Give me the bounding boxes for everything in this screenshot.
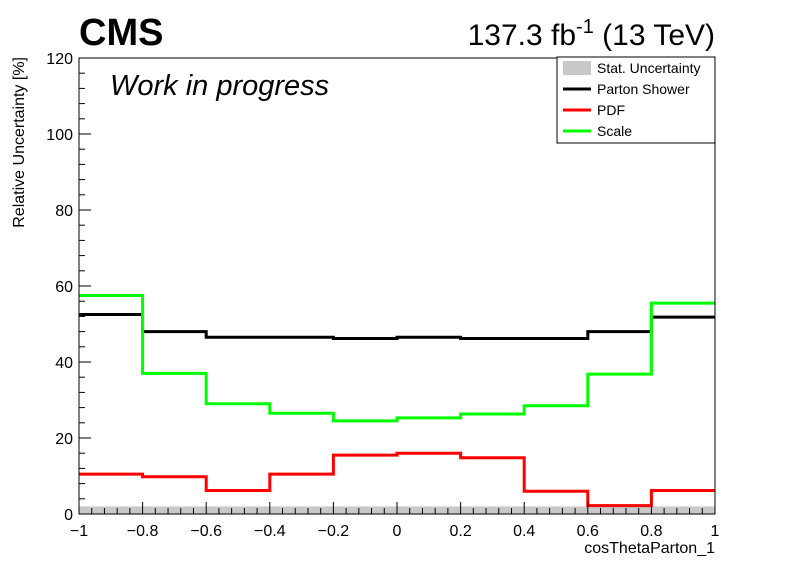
x-axis-title: cosThetaParton_1 xyxy=(584,540,715,557)
luminosity-label: 137.3 fb-1 (13 TeV) xyxy=(468,16,715,52)
legend-label-pdf: PDF xyxy=(597,102,625,118)
series-line-scale xyxy=(79,294,715,423)
plot-area: −1 −0.8 −0.6 −0.4 −0.2 0 0.2 0.4 0.6 0.8 1 0 20 40 60 8… xyxy=(46,51,719,540)
legend-swatch-stat-uncertainty xyxy=(563,61,591,75)
legend-label-stat-uncertainty: Stat. Uncertainty xyxy=(597,60,701,76)
y-tick-label: 120 xyxy=(46,51,73,68)
y-axis-title: Relative Uncertainty [%] xyxy=(11,57,28,228)
x-tick-label: −0.4 xyxy=(254,523,286,540)
y-tick-label: 60 xyxy=(55,279,73,296)
stat-uncertainty-band-bin xyxy=(460,506,525,514)
stat-uncertainty-band-bin xyxy=(333,506,397,514)
series-line-parton-shower xyxy=(79,313,715,340)
stat-uncertainty-band-bin xyxy=(524,506,588,514)
y-tick-label: 40 xyxy=(55,355,73,372)
stat-uncertainty-band-bin xyxy=(79,506,143,514)
stat-uncertainty-band-bin xyxy=(587,506,652,514)
legend: Stat. Uncertainty Parton Shower PDF Scale xyxy=(556,56,716,144)
x-tick-label: −1 xyxy=(70,523,88,540)
stat-uncertainty-band-bin xyxy=(651,506,715,514)
stat-uncertainty-band-bin xyxy=(269,506,334,514)
y-tick-label: 80 xyxy=(55,203,73,220)
x-tick-label: 0.4 xyxy=(513,523,535,540)
legend-label-parton-shower: Parton Shower xyxy=(597,81,690,97)
work-in-progress-label: Work in progress xyxy=(110,70,329,102)
stat-uncertainty-band-bin xyxy=(142,506,207,514)
x-tick-label: 0 xyxy=(393,523,402,540)
stat-uncertainty-band-bin xyxy=(206,506,270,514)
stat-uncertainty-band-bin xyxy=(397,506,461,514)
x-tick-label: 0.6 xyxy=(577,523,599,540)
series-line-pdf xyxy=(79,451,715,508)
y-tick-label: 20 xyxy=(55,431,73,448)
x-tick-label: −0.6 xyxy=(190,523,222,540)
legend-label-scale: Scale xyxy=(597,123,632,139)
x-tick-label: −0.8 xyxy=(127,523,159,540)
x-tick-label: −0.2 xyxy=(318,523,350,540)
x-tick-label: 0.2 xyxy=(449,523,471,540)
y-tick-label: 0 xyxy=(64,507,73,524)
experiment-label: CMS xyxy=(79,12,163,54)
x-tick-label: 1 xyxy=(711,523,720,540)
y-tick-label: 100 xyxy=(46,127,73,144)
x-tick-label: 0.8 xyxy=(640,523,662,540)
